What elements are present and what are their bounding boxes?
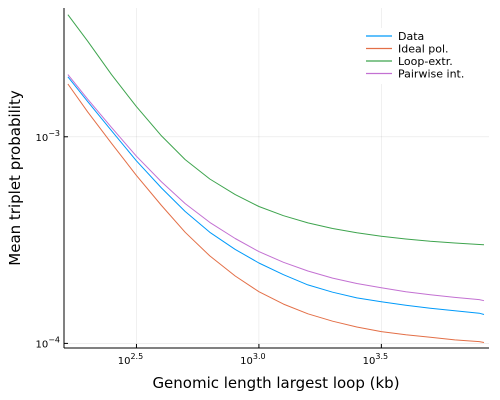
- legend-label: Data: [398, 30, 424, 43]
- legend-label: Loop-extr.: [398, 55, 453, 68]
- legend-label: Ideal pol.: [398, 43, 449, 56]
- x-ticks: 102.5 103.0 103.5: [118, 344, 388, 367]
- axes: [63, 8, 489, 349]
- legend-box: [360, 28, 486, 84]
- legend-label: Pairwise int.: [398, 68, 464, 81]
- x-tick-label: 102.5: [118, 352, 143, 367]
- series-line-pairwise-int: [67, 74, 485, 302]
- series-line-data: [67, 76, 485, 315]
- y-ticks: 10−4 10−3: [35, 129, 68, 350]
- series-line-loop-extr: [67, 14, 485, 246]
- series-lines: [67, 14, 485, 343]
- y-axis-title: Mean triplet probability: [6, 90, 24, 266]
- y-tick-label: 10−3: [35, 129, 60, 144]
- y-tick-label: 10−4: [35, 335, 60, 350]
- x-axis-title: Genomic length largest loop (kb): [152, 374, 399, 392]
- x-tick-label: 103.5: [363, 352, 388, 367]
- series-line-ideal-pol: [67, 83, 485, 343]
- x-tick-label: 103.0: [240, 352, 265, 367]
